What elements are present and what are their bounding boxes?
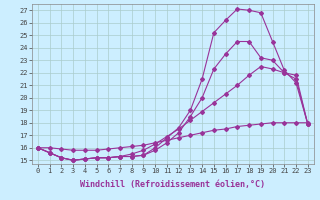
- X-axis label: Windchill (Refroidissement éolien,°C): Windchill (Refroidissement éolien,°C): [80, 180, 265, 189]
